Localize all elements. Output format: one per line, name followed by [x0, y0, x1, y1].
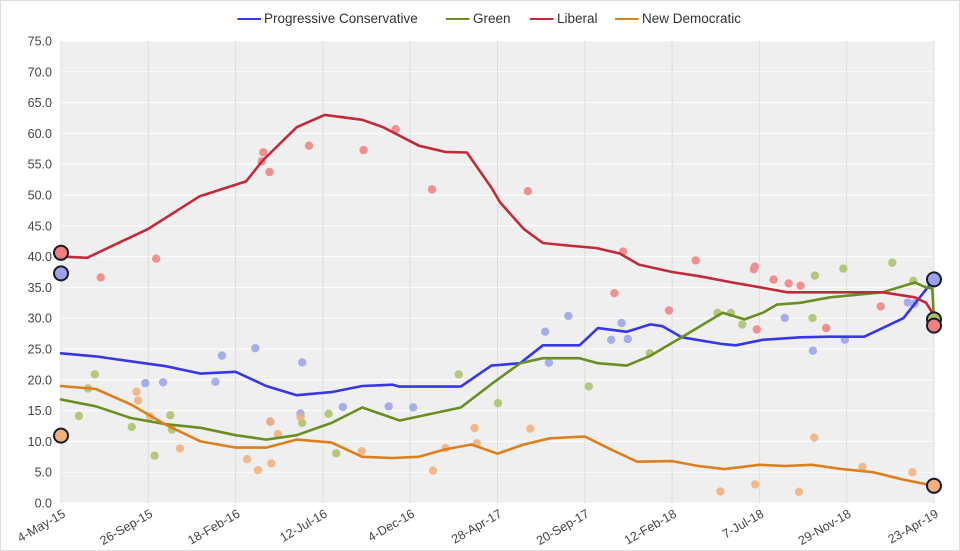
- svg-text:50.0: 50.0: [28, 189, 52, 203]
- svg-text:Progressive Conservative: Progressive Conservative: [264, 11, 418, 26]
- svg-text:40.0: 40.0: [28, 250, 52, 264]
- svg-text:30.0: 30.0: [28, 312, 52, 326]
- svg-text:25.0: 25.0: [28, 343, 52, 357]
- svg-text:60.0: 60.0: [28, 127, 52, 141]
- svg-text:55.0: 55.0: [28, 158, 52, 172]
- svg-text:Green: Green: [473, 11, 511, 26]
- svg-text:75.0: 75.0: [28, 35, 52, 49]
- svg-text:5.0: 5.0: [35, 466, 52, 480]
- svg-text:70.0: 70.0: [28, 65, 52, 79]
- svg-text:Liberal: Liberal: [557, 11, 598, 26]
- svg-text:35.0: 35.0: [28, 281, 52, 295]
- svg-text:65.0: 65.0: [28, 96, 52, 110]
- svg-text:20.0: 20.0: [28, 373, 52, 387]
- svg-text:0.0: 0.0: [35, 497, 52, 511]
- svg-text:New Democratic: New Democratic: [642, 11, 741, 26]
- svg-text:45.0: 45.0: [28, 219, 52, 233]
- svg-text:15.0: 15.0: [28, 404, 52, 418]
- svg-text:10.0: 10.0: [28, 435, 52, 449]
